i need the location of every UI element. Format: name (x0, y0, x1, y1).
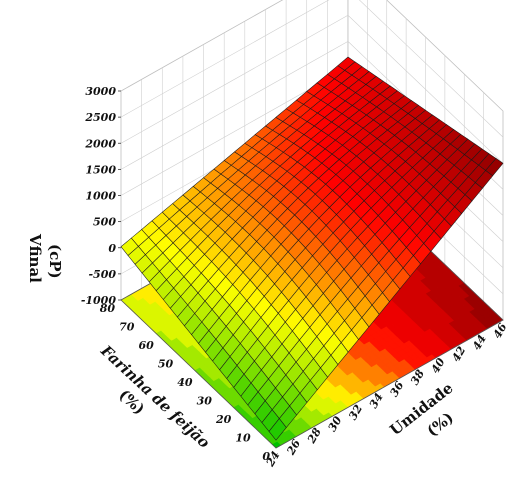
z-tick-label: 3000 (85, 85, 116, 98)
response-surface (120, 56, 504, 441)
surface-cell (268, 418, 287, 441)
z-tick-label: 0 (108, 242, 116, 255)
z-axis-label-line1: Vfinal (26, 233, 44, 283)
x-tick-label: 20 (215, 413, 232, 426)
z-gridline (120, 0, 504, 138)
z-tick-label: 500 (93, 216, 116, 229)
z-tick-label: 2500 (84, 111, 116, 124)
z-gridline (120, 14, 504, 164)
x-tick-label: 50 (158, 358, 174, 371)
x-tick-label: 70 (119, 321, 135, 334)
z-tick-label: -1000 (81, 294, 117, 307)
x-tick-label: 30 (197, 395, 213, 408)
x-tick-label: 80 (100, 302, 116, 315)
x-tick-label: 60 (138, 339, 154, 352)
x-tick-label: 40 (177, 376, 193, 389)
x-tick-label: 10 (235, 432, 251, 445)
z-tick-label: 1000 (85, 190, 116, 203)
z-tick-label: 2000 (84, 137, 116, 150)
z-tick-label: 1500 (85, 163, 116, 176)
z-axis-label-line2: (cP) (46, 244, 64, 279)
z-tick-label: -500 (88, 268, 116, 281)
x-tick-label: 0 (262, 450, 270, 463)
